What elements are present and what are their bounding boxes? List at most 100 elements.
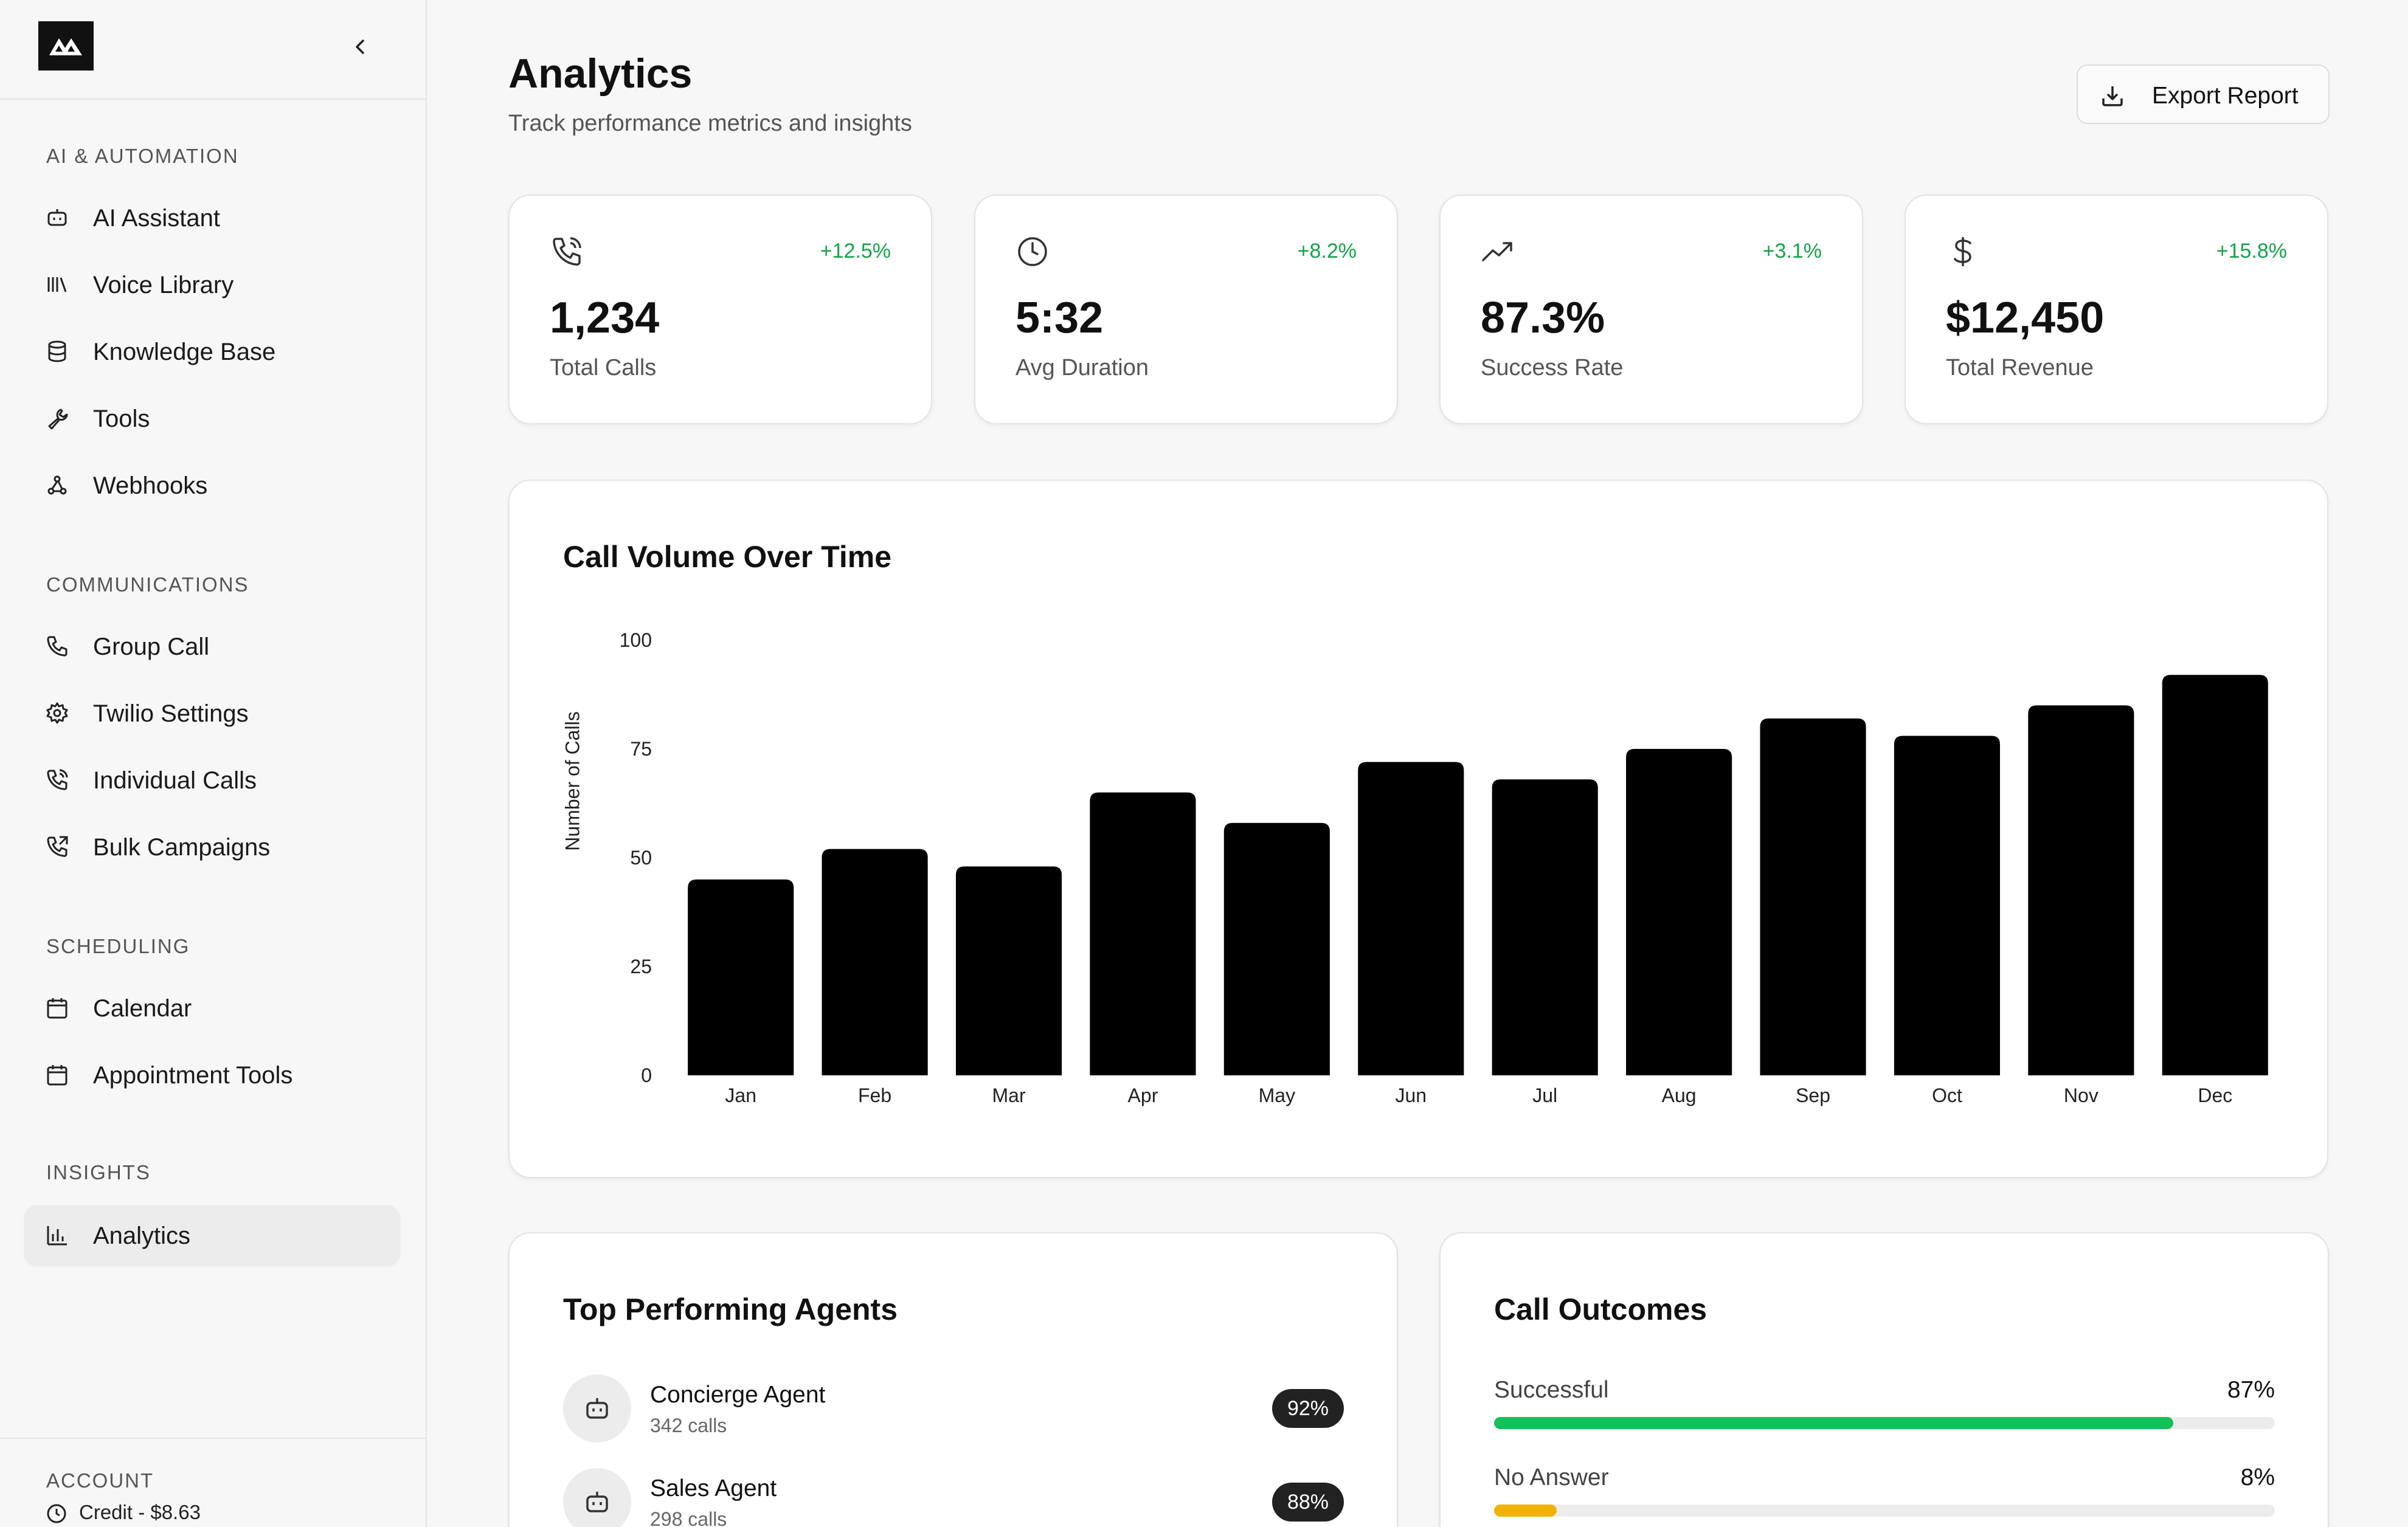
outcome-label: Successful xyxy=(1494,1377,1609,1403)
stat-delta: +15.8% xyxy=(2216,240,2287,263)
sidebar-item-label: AI Assistant xyxy=(93,205,220,232)
sidebar-item-label: Appointment Tools xyxy=(93,1062,293,1089)
sidebar-item-analytics[interactable]: Analytics xyxy=(24,1205,400,1265)
collapse-sidebar-button[interactable] xyxy=(347,33,373,60)
bot-icon xyxy=(586,1492,608,1512)
sidebar-item-knowledge-base[interactable]: Knowledge Base xyxy=(24,322,400,381)
sidebar-item-tools[interactable]: Tools xyxy=(24,388,400,448)
agent-name: Concierge Agent xyxy=(650,1382,826,1408)
sidebar-item-label: Tools xyxy=(93,405,150,432)
x-tick-label: Jul xyxy=(1532,1084,1557,1106)
sidebar-item-group-call[interactable]: Group Call xyxy=(24,616,400,676)
sidebar-header xyxy=(0,0,426,100)
agent-score-badge: 92% xyxy=(1272,1389,1344,1428)
sidebar-footer: ACCOUNT Credit - $8.63 xyxy=(0,1438,427,1527)
agent-calls: 342 calls xyxy=(650,1415,727,1436)
chart-bar-jan[interactable] xyxy=(688,879,794,1075)
chart-bar-sep[interactable] xyxy=(1760,718,1866,1075)
stat-label: Avg Duration xyxy=(1015,355,1149,381)
credit-text: Credit - $8.63 xyxy=(79,1501,201,1523)
sidebar-item-label: Voice Library xyxy=(93,272,234,298)
x-tick-label: Nov xyxy=(2064,1084,2098,1106)
chart-bar-oct[interactable] xyxy=(1894,736,2001,1075)
stat-delta: +8.2% xyxy=(1297,240,1357,263)
chart-bar-aug[interactable] xyxy=(1626,749,1732,1075)
stat-delta: +12.5% xyxy=(820,240,891,263)
x-tick-label: Dec xyxy=(2198,1084,2232,1106)
chart-bar-nov[interactable] xyxy=(2028,705,2134,1075)
outcome-progress-fill xyxy=(1494,1505,1557,1517)
sidebar-item-voice-library[interactable]: Voice Library xyxy=(24,255,400,314)
x-tick-label: Mar xyxy=(992,1084,1025,1106)
logo xyxy=(38,21,94,71)
sidebar-item-appointment-tools[interactable]: Appointment Tools xyxy=(24,1045,400,1105)
outcome-progress-track xyxy=(1494,1417,2275,1429)
webhook-icon xyxy=(47,475,67,495)
sidebar-item-calendar[interactable]: Calendar xyxy=(24,978,400,1038)
sidebar-item-webhooks[interactable]: Webhooks xyxy=(24,455,400,515)
calendar-icon xyxy=(47,998,67,1019)
list-item[interactable]: Sales Agent 298 calls 88% xyxy=(563,1468,1344,1527)
avatar xyxy=(563,1468,631,1527)
chevron-left-icon xyxy=(356,40,364,54)
outcome-successful: Successful 87% xyxy=(1494,1377,2275,1432)
avatar xyxy=(563,1374,631,1443)
x-tick-label: Aug xyxy=(1662,1084,1697,1106)
sidebar: AI & AUTOMATION AI Assistant Voice Libra… xyxy=(0,0,427,1527)
section-title-communications: COMMUNICATIONS xyxy=(46,573,249,596)
stat-card-total-calls: +12.5% 1,234 Total Calls xyxy=(508,195,932,424)
list-item[interactable]: Concierge Agent 342 calls 92% xyxy=(563,1374,1344,1443)
phone-call-icon xyxy=(553,237,581,266)
sidebar-item-ai-assistant[interactable]: AI Assistant xyxy=(24,188,400,247)
sidebar-item-label: Analytics xyxy=(93,1222,191,1249)
chart-bar-may[interactable] xyxy=(1223,822,1330,1075)
wrench-icon xyxy=(48,408,68,430)
credit-balance: Credit - $8.63 xyxy=(46,1501,201,1524)
database-icon xyxy=(48,340,66,362)
outcome-progress-fill xyxy=(1494,1417,2174,1429)
chart-bar-apr[interactable] xyxy=(1090,792,1196,1075)
chart-bar-mar[interactable] xyxy=(955,866,1062,1075)
x-tick-label: May xyxy=(1259,1084,1295,1106)
chart-bar-jun[interactable] xyxy=(1358,762,1464,1075)
chart-bar-jul[interactable] xyxy=(1492,779,1598,1075)
section-title-insights: INSIGHTS xyxy=(46,1161,151,1184)
phone-icon xyxy=(47,636,67,657)
section-title-scheduling: SCHEDULING xyxy=(46,935,190,957)
bot-icon xyxy=(586,1398,608,1419)
download-icon xyxy=(2102,86,2123,106)
stat-value: 5:32 xyxy=(1015,294,1104,342)
outcome-percent: 8% xyxy=(2240,1464,2275,1491)
x-tick-label: Sep xyxy=(1796,1084,1830,1106)
bar-chart-icon xyxy=(47,1226,67,1246)
sidebar-item-individual-calls[interactable]: Individual Calls xyxy=(24,750,400,810)
sidebar-item-label: Bulk Campaigns xyxy=(93,834,271,861)
call-outcomes-title: Call Outcomes xyxy=(1494,1292,1707,1326)
call-outcomes-card: Call Outcomes Successful 87% No Answer 8… xyxy=(1439,1232,2329,1527)
x-tick-label: Oct xyxy=(1932,1084,1962,1106)
page-title: Analytics xyxy=(508,50,693,97)
stat-label: Total Revenue xyxy=(1946,355,2094,381)
page-subtitle: Track performance metrics and insights xyxy=(508,111,912,136)
sidebar-item-label: Twilio Settings xyxy=(93,700,249,727)
export-report-button[interactable]: Export Report xyxy=(2077,64,2330,124)
sidebar-item-bulk-campaigns[interactable]: Bulk Campaigns xyxy=(24,817,400,877)
agent-name: Sales Agent xyxy=(650,1475,777,1501)
stat-delta: +3.1% xyxy=(1762,240,1822,263)
stat-value: $12,450 xyxy=(1946,294,2105,342)
top-agents-title: Top Performing Agents xyxy=(563,1292,898,1326)
sidebar-item-twilio-settings[interactable]: Twilio Settings xyxy=(24,683,400,743)
section-title-ai: AI & AUTOMATION xyxy=(46,145,239,167)
y-tick-label: 100 xyxy=(620,629,652,651)
call-volume-chart: 0 25 50 75 100 Jan Feb Mar Apr May Jun Jul Aug Sep Oct… xyxy=(620,629,2268,1106)
clock-icon xyxy=(1018,237,1047,266)
chart-bar-dec[interactable] xyxy=(2162,675,2268,1075)
chart-bar-feb[interactable] xyxy=(822,849,928,1075)
stat-label: Success Rate xyxy=(1481,355,1624,381)
clock-icon xyxy=(47,1504,66,1523)
stat-card-success-rate: +3.1% 87.3% Success Rate xyxy=(1439,195,1863,424)
x-tick-label: Jun xyxy=(1395,1084,1427,1106)
chart-title: Call Volume Over Time xyxy=(563,540,892,574)
outcome-label: No Answer xyxy=(1494,1464,1609,1491)
y-tick-label: 25 xyxy=(630,956,652,977)
